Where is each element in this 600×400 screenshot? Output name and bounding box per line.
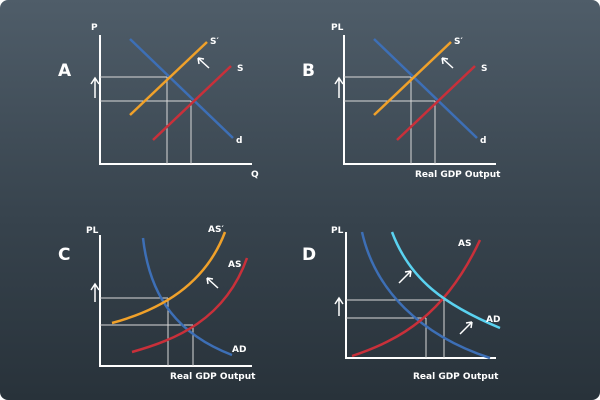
panel-d-letter: D — [302, 245, 316, 265]
x-axis-title: Real GDP Output — [170, 372, 256, 382]
aggregate-supply-curve — [351, 239, 482, 358]
aggregate-supply-curve — [131, 257, 249, 354]
shift-arrow-icon — [206, 277, 219, 289]
x-axis-title: Real GDP Output — [415, 170, 501, 180]
aggregate-supply-curve-label: AS — [228, 260, 241, 270]
aggregate-supply-curve-label: AS — [458, 239, 471, 249]
supply-curve-label: S — [237, 64, 243, 74]
y-axis-label: P — [91, 23, 98, 33]
price-rise-up-arrow-icon — [90, 76, 100, 98]
shifted-aggregate-supply-curve-label: AS′ — [208, 225, 224, 235]
demand-curve-label: d — [480, 136, 486, 146]
panel-c-letter: C — [58, 245, 70, 265]
panel-a-letter: A — [58, 61, 72, 81]
supply-curve — [152, 65, 232, 141]
price-rise-up-arrow-icon — [334, 76, 344, 98]
aggregate-demand-curve — [360, 231, 491, 360]
shifted-supply-curve — [373, 41, 452, 116]
x-axis-title: Real GDP Output — [413, 372, 499, 382]
shift-arrow-icon — [197, 57, 210, 69]
panel-c: C PL Real GDP Output AD AS AS′ — [58, 225, 256, 382]
y-axis-label: PL — [86, 226, 99, 236]
supply-curve — [396, 65, 476, 141]
demand-curve — [373, 38, 478, 139]
shift-arrow-icon — [459, 321, 473, 335]
shifted-aggregate-supply-curve — [111, 231, 227, 325]
demand-curve-label: d — [236, 136, 242, 146]
panel-d: D PL Real GDP Output AS AD — [302, 226, 501, 382]
shifted-aggregate-demand-curve-label: AD — [486, 315, 500, 325]
y-axis-label: PL — [331, 226, 344, 236]
shifted-aggregate-demand-curve — [390, 231, 501, 330]
x-axis-label: Q — [251, 170, 259, 180]
supply-curve-label: S — [481, 64, 487, 74]
shift-arrow-icon — [441, 57, 454, 69]
price-rise-up-arrow-icon — [334, 296, 344, 316]
aggregate-demand-curve — [141, 237, 233, 357]
panel-b-letter: B — [302, 61, 315, 81]
shifted-supply-curve-label: S′ — [454, 37, 463, 47]
panel-b: B PL Real GDP Output d S S′ — [302, 23, 501, 180]
aggregate-demand-curve-label: AD — [232, 345, 246, 355]
y-axis-label: PL — [331, 23, 344, 33]
shifted-supply-curve-label: S′ — [210, 37, 219, 47]
shift-arrow-icon — [398, 270, 412, 284]
price-rise-up-arrow-icon — [90, 282, 100, 302]
panel-a: A P Q d S S′ — [58, 23, 259, 180]
shifted-supply-curve — [129, 41, 208, 116]
demand-curve — [129, 38, 234, 139]
